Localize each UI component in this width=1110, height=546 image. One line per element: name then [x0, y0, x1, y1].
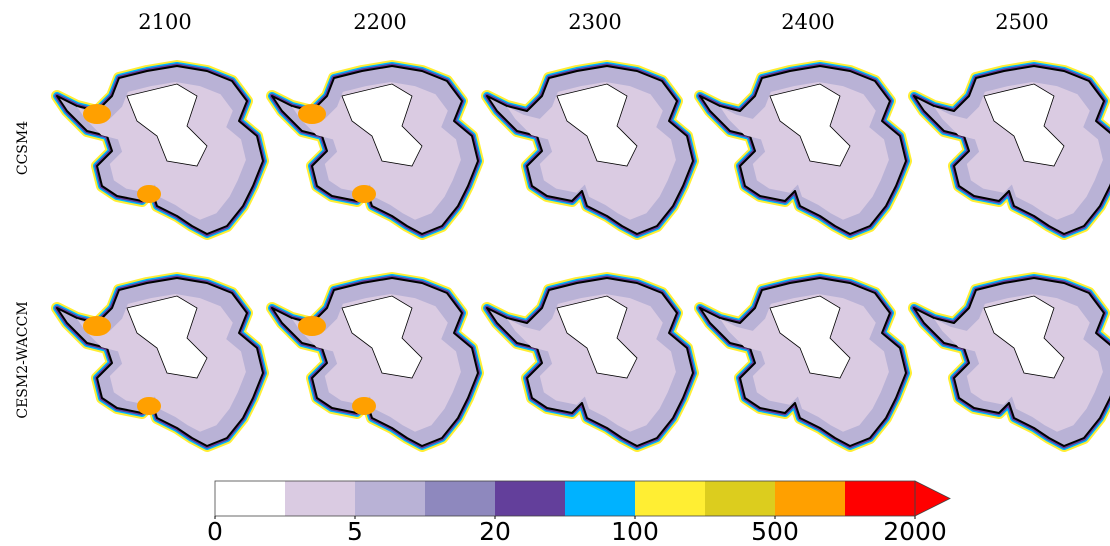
fast-region — [352, 185, 376, 203]
colorbar-segment — [565, 481, 635, 516]
colorbar-segment — [425, 481, 495, 516]
fast-region — [83, 316, 111, 336]
colorbar-segment — [635, 481, 705, 516]
colorbar-tick-label: 20 — [479, 517, 511, 546]
fast-region — [352, 397, 376, 415]
map-panel — [914, 278, 1110, 446]
colorbar-segment — [705, 481, 775, 516]
fast-region — [298, 316, 326, 336]
map-panel — [272, 66, 478, 234]
map-panel — [57, 66, 263, 234]
column-title: 2300 — [568, 10, 621, 34]
fast-region — [137, 185, 161, 203]
colorbar-segment — [285, 481, 355, 516]
colorbar-tick-label: 5 — [347, 517, 363, 546]
colorbar-tick-label: 500 — [751, 517, 799, 546]
colorbar-frame — [214, 480, 916, 517]
map-panel — [700, 66, 906, 234]
colorbar-tick-label: 0 — [207, 517, 223, 546]
colorbar-tick-label: 2000 — [883, 517, 947, 546]
map-panel — [487, 278, 693, 446]
fast-region — [137, 397, 161, 415]
row-label: CESM2-WACCM — [15, 301, 31, 418]
column-title: 2500 — [995, 10, 1048, 34]
colorbar-segment — [845, 481, 915, 516]
colorbar-tick-label: 100 — [611, 517, 659, 546]
fast-region — [298, 104, 326, 124]
map-panel — [700, 278, 906, 446]
map-panel — [487, 66, 693, 234]
column-title: 2100 — [138, 10, 191, 34]
colorbar-extend — [914, 480, 951, 517]
colorbar-segment — [775, 481, 845, 516]
row-label: CCSM4 — [15, 121, 31, 175]
column-title: 2200 — [353, 10, 406, 34]
fast-region — [83, 104, 111, 124]
column-title: 2400 — [781, 10, 834, 34]
colorbar-segment — [215, 481, 285, 516]
colorbar-segment — [355, 481, 425, 516]
colorbar-segment — [495, 481, 565, 516]
map-panel — [272, 278, 478, 446]
map-panel — [57, 278, 263, 446]
map-panel — [914, 66, 1110, 234]
